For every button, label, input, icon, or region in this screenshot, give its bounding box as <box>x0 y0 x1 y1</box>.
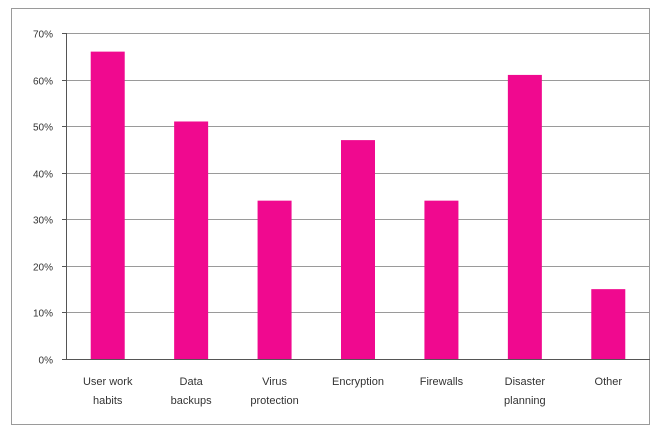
x-tick-label: habits <box>93 395 123 407</box>
x-tick-label: Data <box>180 376 204 388</box>
bar <box>174 121 209 359</box>
x-tick-label: Other <box>595 376 623 388</box>
y-tick-label: 30% <box>33 216 53 227</box>
x-tick-label: Disaster <box>505 376 546 388</box>
y-tick-label: 60% <box>33 77 53 88</box>
bar <box>341 140 375 359</box>
x-tick-label: Firewalls <box>420 376 464 388</box>
y-tick-label: 50% <box>33 123 53 134</box>
x-tick-label: backups <box>171 395 212 407</box>
x-tick-label: planning <box>504 395 546 407</box>
bar <box>591 289 626 359</box>
bar <box>507 74 542 360</box>
bar <box>257 200 292 359</box>
bar <box>424 200 459 359</box>
y-tick-label: 40% <box>33 170 53 181</box>
x-tick-label: User work <box>83 376 133 388</box>
y-tick-label: 10% <box>33 309 53 320</box>
x-tick-label: protection <box>250 395 298 407</box>
x-tick-label: Virus <box>262 376 287 388</box>
y-tick-label: 0% <box>39 356 54 367</box>
x-tick-label: Encryption <box>332 376 384 388</box>
y-tick-label: 70% <box>33 30 53 41</box>
bar <box>90 51 125 359</box>
y-tick-label: 20% <box>33 263 53 274</box>
